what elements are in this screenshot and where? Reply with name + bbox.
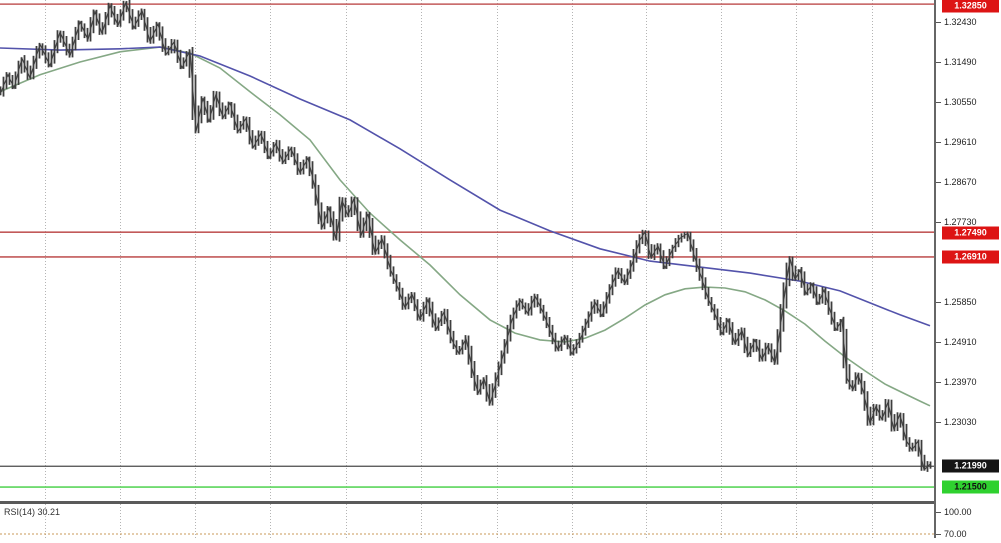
close-price-line [0,0,931,472]
price-tick-label: 1.24910 [944,337,977,347]
axis-tick [936,512,941,513]
rsi-indicator-pane: RSI(14) 30.21 [0,504,934,538]
axis-tick [936,342,941,343]
price-tick-label: 1.31490 [944,57,977,67]
price-badge-red: 1.27490 [942,226,999,240]
axis-tick [936,422,941,423]
price-badge-red: 1.26910 [942,250,999,264]
price-tick-label: 1.32430 [944,17,977,27]
ma-fast-green-line [0,46,931,407]
axis-tick [936,222,941,223]
axis-tick [936,302,941,303]
axis-tick [936,382,941,383]
axis-tick [936,62,941,63]
candlestick-series [0,0,932,472]
axis-tick [936,22,941,23]
ma-slow-blue-line [0,46,931,327]
price-tick-label: 1.23970 [944,377,977,387]
price-badge-black: 1.21990 [942,459,999,473]
price-tick-label: 1.25850 [944,297,977,307]
price-badge-red: 1.32850 [942,0,999,13]
price-axis: 1.32430 1.31490 1.30550 1.29610 1.28670 1.277… [934,0,1001,539]
pane-separator [0,501,935,504]
price-tick-label: 1.23030 [944,417,977,427]
price-chart-canvas [0,0,934,502]
axis-tick [936,102,941,103]
rsi-level-label: 100.00 [944,507,972,517]
price-tick-label: 1.27730 [944,217,977,227]
price-chart-area [0,0,934,502]
price-tick-label: 1.29610 [944,137,977,147]
axis-tick [936,534,941,535]
rsi-pane-canvas [0,504,934,538]
price-tick-label: 1.28670 [944,177,977,187]
rsi-indicator-label: RSI(14) 30.21 [4,507,61,517]
axis-tick [936,142,941,143]
price-badge-green: 1.21500 [942,480,999,494]
axis-tick [936,182,941,183]
rsi-level-label: 70.00 [944,529,967,539]
price-tick-label: 1.30550 [944,97,977,107]
